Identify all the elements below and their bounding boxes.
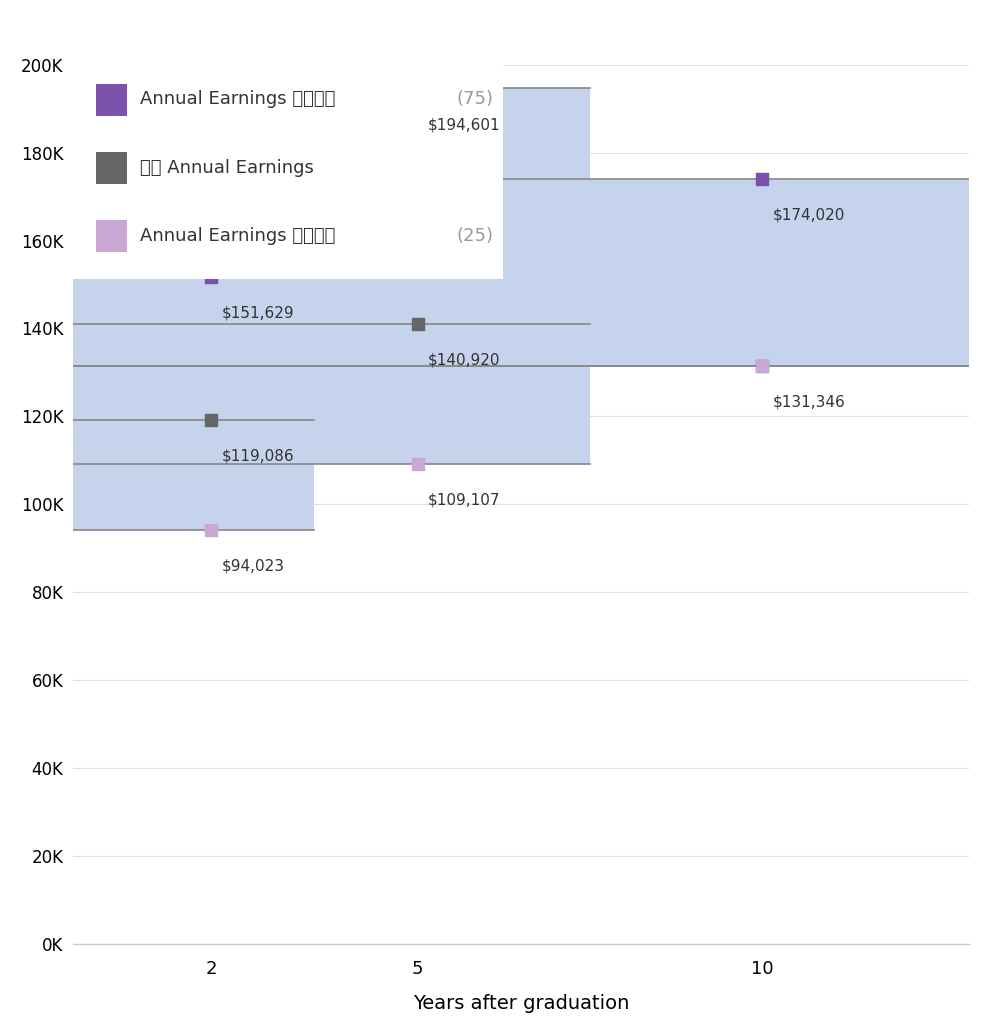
Text: 中值 Annual Earnings: 中值 Annual Earnings <box>141 158 314 177</box>
Point <box>754 171 770 187</box>
Text: Annual Earnings 的百分位: Annual Earnings 的百分位 <box>141 90 342 109</box>
FancyBboxPatch shape <box>73 39 503 279</box>
Point <box>410 456 426 473</box>
Bar <box>73 277 315 530</box>
Point <box>203 412 219 428</box>
Text: $140,920: $140,920 <box>428 353 501 368</box>
Text: (75): (75) <box>456 90 493 109</box>
Text: $151,629: $151,629 <box>222 306 294 321</box>
Point <box>754 358 770 374</box>
Text: $131,346: $131,346 <box>773 395 845 410</box>
Text: (25): (25) <box>456 226 493 245</box>
Point <box>754 358 770 374</box>
X-axis label: Years after graduation: Years after graduation <box>413 994 630 1013</box>
FancyBboxPatch shape <box>96 220 127 252</box>
FancyBboxPatch shape <box>96 152 127 184</box>
Point <box>410 316 426 333</box>
Text: $194,601: $194,601 <box>428 117 501 132</box>
Point <box>203 269 219 285</box>
Point <box>410 81 426 97</box>
Bar <box>73 89 590 464</box>
Point <box>203 522 219 539</box>
Text: $119,086: $119,086 <box>222 449 294 464</box>
Text: Annual Earnings 的百分位: Annual Earnings 的百分位 <box>141 226 342 245</box>
Text: $174,020: $174,020 <box>773 208 845 222</box>
Text: $109,107: $109,107 <box>428 492 501 508</box>
FancyBboxPatch shape <box>96 84 127 116</box>
Text: $94,023: $94,023 <box>222 559 284 574</box>
Bar <box>73 179 969 366</box>
